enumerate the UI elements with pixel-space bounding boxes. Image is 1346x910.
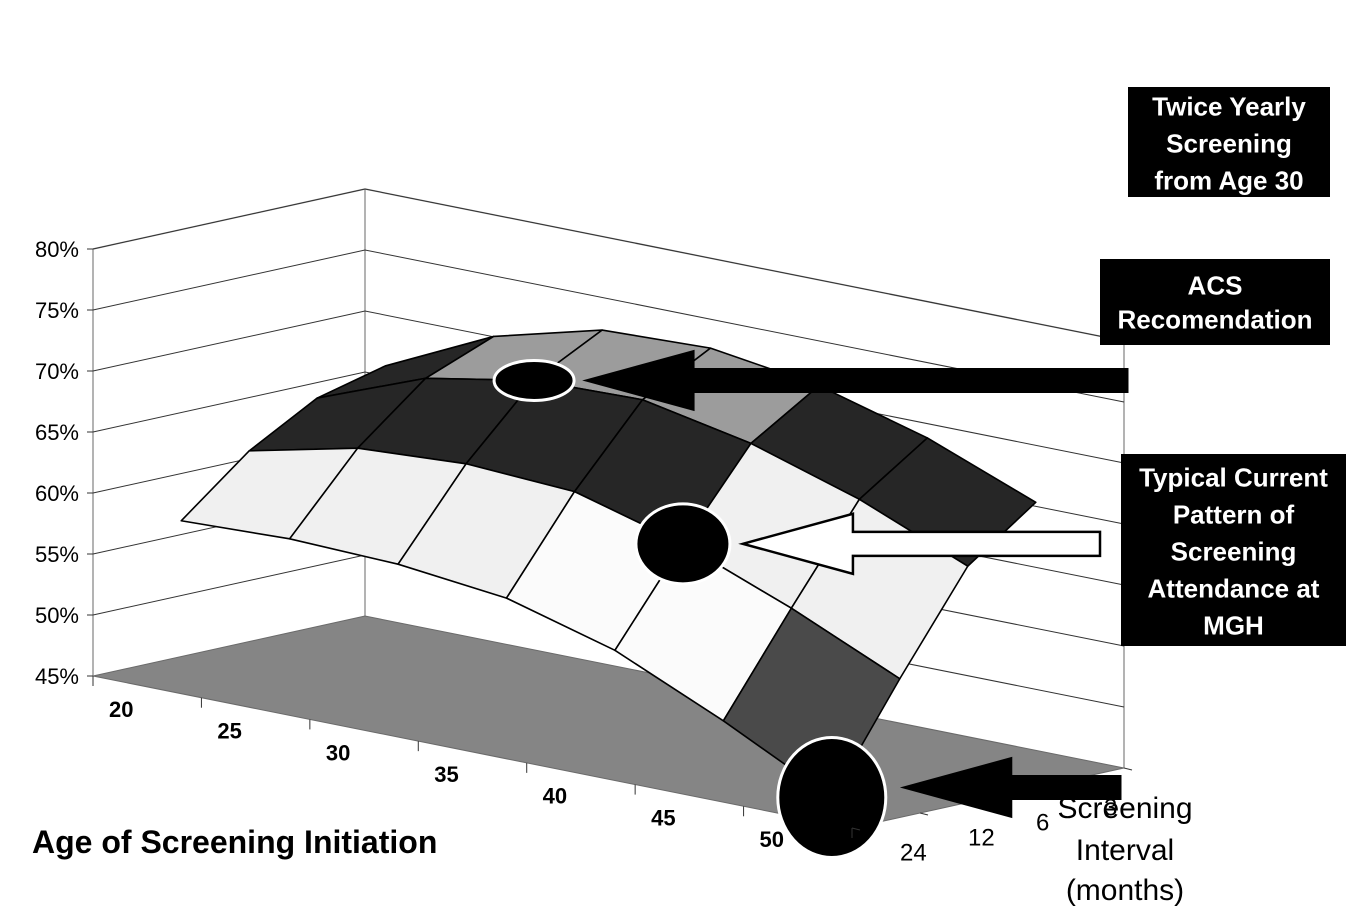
z-tick-label: 3 — [1104, 795, 1117, 822]
y-tick-label: 65% — [35, 420, 79, 445]
z-tick-mark — [851, 827, 861, 831]
x-tick-label: 45 — [651, 805, 675, 830]
callout-text-line: Screening — [1171, 536, 1297, 566]
callout-text-line: Twice Yearly — [1152, 91, 1306, 121]
annotation-marker — [776, 735, 888, 859]
gridline — [92, 249, 1125, 403]
x-tick-label: 25 — [217, 719, 241, 744]
x-axis-title: Age of Screening Initiation — [32, 824, 437, 860]
callout-text-line: Recomendation — [1117, 305, 1312, 335]
callout-arrow — [899, 756, 1122, 819]
z-axis-title-line-3: (months) — [1066, 874, 1184, 907]
y-tick-label: 50% — [35, 603, 79, 628]
callout-arrow — [738, 512, 1102, 576]
y-tick-label: 45% — [35, 664, 79, 689]
z-tick-label: 24 — [900, 840, 927, 867]
annotation-marker — [492, 358, 576, 402]
z-tick-label: 12 — [968, 825, 995, 852]
callout-text-line: Attendance at — [1148, 573, 1320, 603]
callout-text-line: ACS — [1188, 271, 1243, 301]
x-tick-label: 40 — [543, 784, 567, 809]
y-tick-label: 70% — [35, 359, 79, 384]
z-tick-mark — [919, 812, 929, 816]
z-tick-label: 6 — [1036, 810, 1049, 837]
callout-arrow — [582, 349, 1129, 412]
callout-text-line: from Age 30 — [1154, 165, 1303, 195]
callout-box — [1121, 454, 1346, 646]
y-tick-label: 80% — [35, 237, 79, 262]
callout-text-line: MGH — [1203, 610, 1264, 640]
y-tick-label: 60% — [35, 481, 79, 506]
z-tick-mark — [1123, 767, 1133, 771]
y-tick-label: 55% — [35, 542, 79, 567]
y-tick-label: 75% — [35, 298, 79, 323]
callout-text-line: Screening — [1166, 128, 1292, 158]
gridline — [92, 188, 1125, 342]
z-axis-ticks: 3 6 12 24 — [851, 767, 1133, 867]
y-axis-ticks: 80% 75% 70% 65% 60% 55% 50% 45% — [35, 237, 93, 689]
callouts: Twice Yearly Screening from Age 30 ACS Recom… — [582, 87, 1346, 819]
callout-text-line: Pattern of — [1173, 499, 1295, 529]
z-axis-title-line-2: Interval — [1076, 834, 1174, 867]
callout-box — [1128, 87, 1330, 197]
x-tick-label: 35 — [434, 762, 458, 787]
x-tick-label: 30 — [326, 740, 350, 765]
x-axis-ticks: 20 25 30 35 40 45 50 — [92, 676, 853, 852]
callout-box — [1100, 259, 1330, 345]
annotation-marker — [634, 502, 732, 586]
x-tick-label: 50 — [760, 827, 784, 852]
annotation-markers — [492, 358, 888, 859]
callout-text-line: Typical Current — [1139, 462, 1328, 492]
x-tick-label: 20 — [109, 697, 133, 722]
